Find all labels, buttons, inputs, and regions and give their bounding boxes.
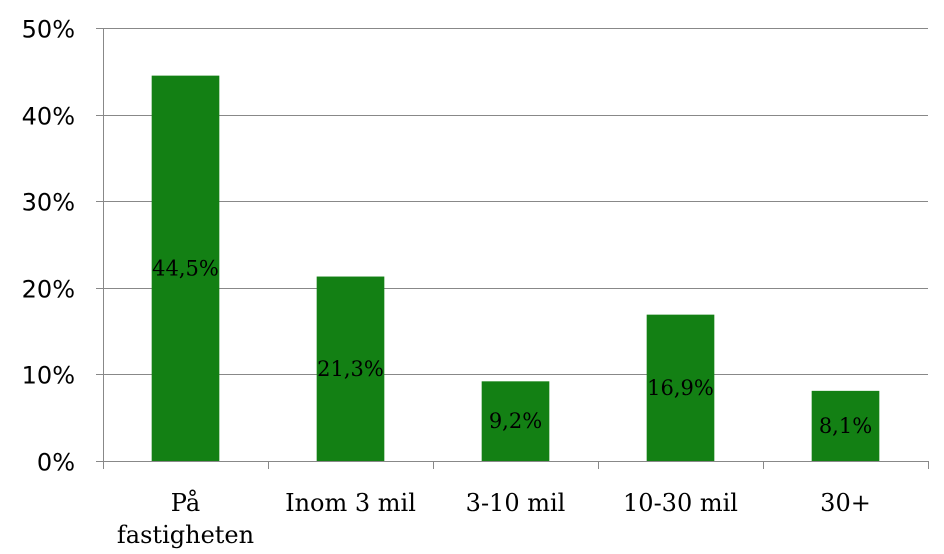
labels-layer: 44,5% På fastigheten 21,3% Inom 3 mil 9,2% 3-1… (117, 256, 872, 549)
bar (481, 381, 550, 461)
y-tick-label: 30% (22, 189, 75, 217)
axis-layer: 0% 10% 20% 30% 40% 50% (22, 16, 929, 477)
category-label: 3-10 mil (466, 489, 566, 517)
data-label: 9,2% (489, 409, 542, 433)
category-label: På fastigheten (117, 488, 254, 549)
bars-layer (151, 75, 880, 461)
bar (646, 314, 715, 461)
data-label: 21,3% (317, 357, 384, 381)
category-label-line: På (171, 488, 200, 517)
y-tick-label: 0% (37, 449, 75, 477)
grid-layer (103, 28, 928, 375)
category-label: 10-30 mil (623, 489, 738, 517)
y-tick-label: 10% (22, 362, 75, 390)
data-label: 8,1% (819, 414, 872, 438)
category-label: Inom 3 mil (285, 489, 416, 517)
bar (316, 276, 385, 461)
y-tick-label: 40% (22, 103, 75, 131)
data-label: 16,9% (647, 376, 714, 400)
category-label: 30+ (820, 489, 871, 517)
bar (811, 390, 880, 461)
category-label-line: fastigheten (117, 521, 254, 549)
y-tick-label: 20% (22, 276, 75, 304)
data-label: 44,5% (152, 256, 219, 280)
bar (151, 75, 220, 461)
y-tick-label: 50% (22, 16, 75, 44)
